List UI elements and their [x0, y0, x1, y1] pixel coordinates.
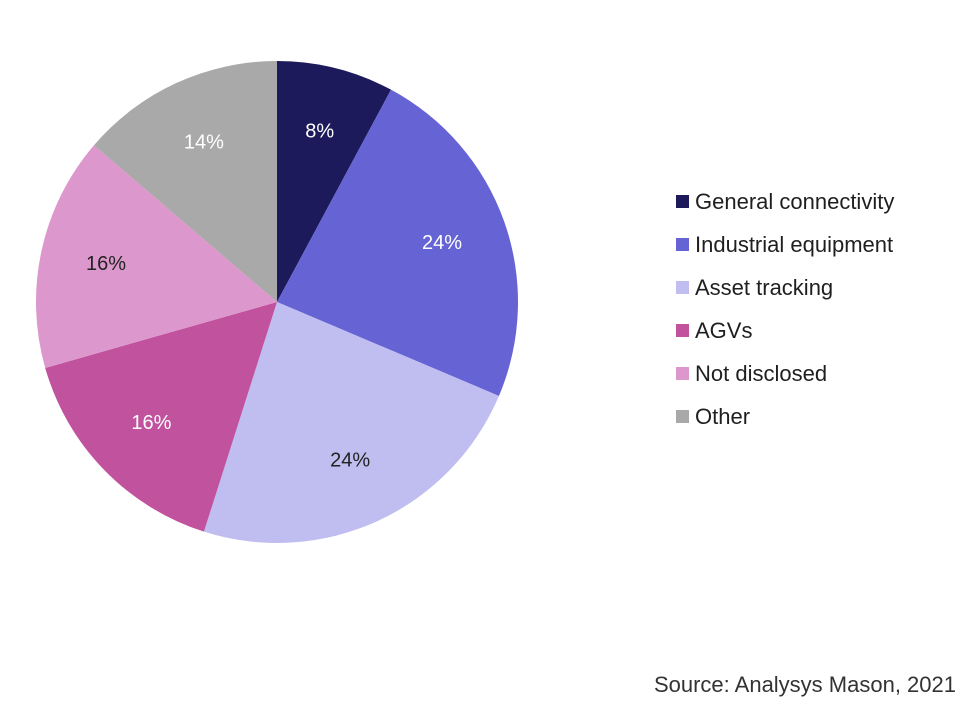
- pie-slice-industrial-equipment: [277, 89, 518, 396]
- source-note: Source: Analysys Mason, 2021: [653, 672, 956, 697]
- pie-slice-agvs: [45, 302, 278, 532]
- data-label-not-disclosed: 16%: [86, 253, 126, 275]
- data-label-general-connectivity: 8%: [305, 121, 334, 143]
- pie-slices: [35, 61, 518, 543]
- legend-swatch: [676, 367, 689, 380]
- legend-item-other: Other: [676, 395, 894, 438]
- legend-label: General connectivity: [695, 188, 895, 214]
- pie-slice-other: [93, 61, 277, 302]
- pie-slice-asset-tracking: [203, 302, 499, 543]
- legend-item-industrial-equipment: Industrial equipment: [676, 223, 894, 266]
- pie-slice-general-connectivity: [277, 61, 392, 302]
- legend-swatch: [676, 281, 689, 294]
- pie-slice-not-disclosed: [35, 145, 277, 368]
- legend-label: Other: [695, 403, 751, 429]
- legend-label: Industrial equipment: [695, 231, 894, 257]
- legend-swatch: [676, 195, 689, 208]
- data-label-other: 14%: [184, 131, 224, 153]
- legend-label: Asset tracking: [695, 274, 834, 300]
- legend-swatch: [676, 410, 689, 423]
- chart-legend: General connectivity Industrial equipment…: [676, 180, 894, 438]
- data-label-industrial-equipment: 24%: [422, 232, 462, 254]
- legend-label: Not disclosed: [695, 360, 828, 386]
- data-label-agvs: 16%: [131, 412, 171, 434]
- data-label-asset-tracking: 24%: [330, 449, 370, 471]
- legend-swatch: [676, 324, 689, 337]
- legend-swatch: [676, 238, 689, 251]
- legend-item-not-disclosed: Not disclosed: [676, 352, 894, 395]
- legend-item-asset-tracking: Asset tracking: [676, 266, 894, 309]
- pie-slice-labels: 8% 24% 24% 16% 16% 14%: [86, 121, 462, 472]
- legend-label: AGVs: [695, 317, 753, 343]
- legend-item-general-connectivity: General connectivity: [676, 180, 894, 223]
- legend-item-agvs: AGVs: [676, 309, 894, 352]
